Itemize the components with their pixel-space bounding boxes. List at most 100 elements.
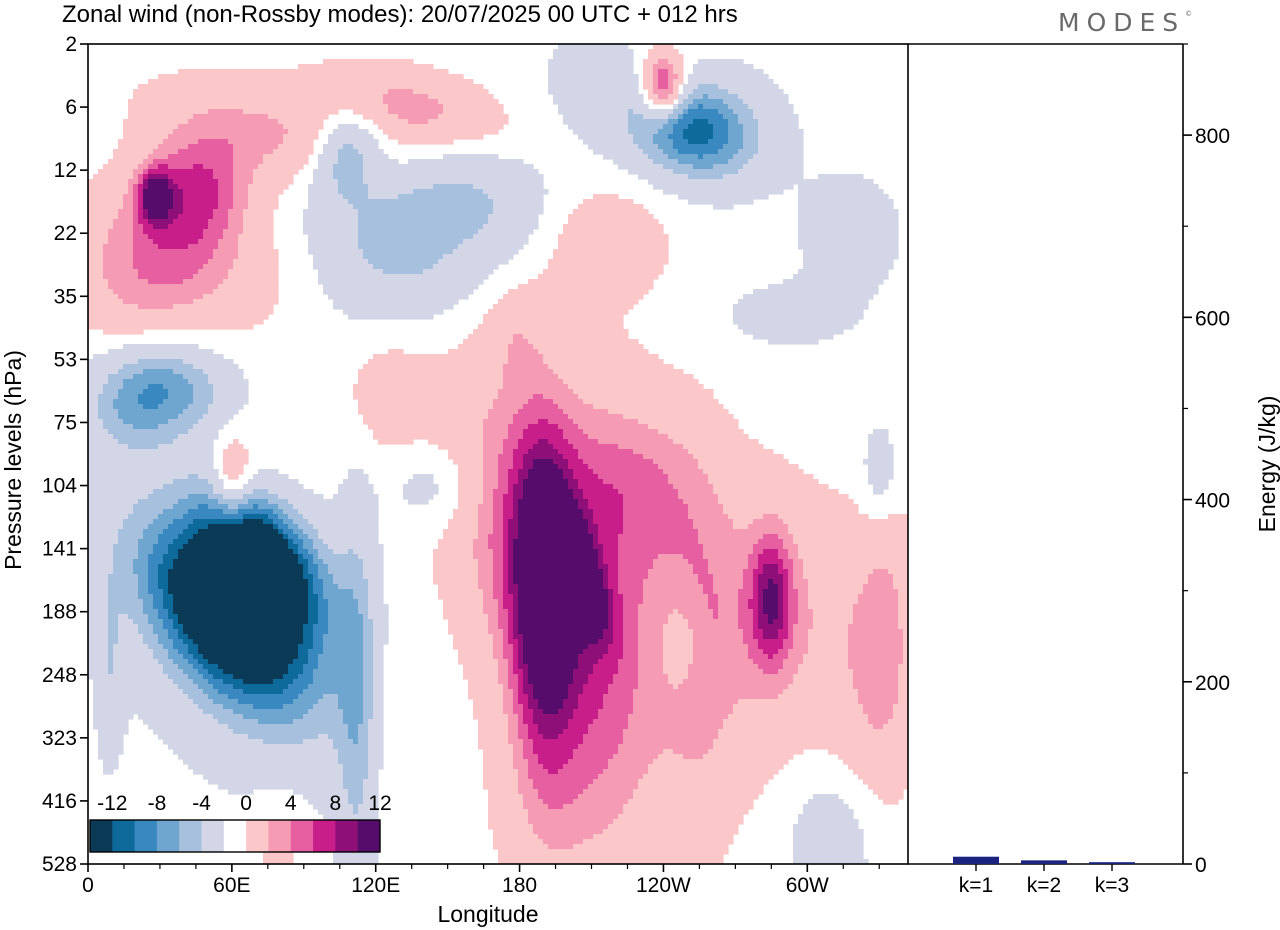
- heatmap-cell: [508, 484, 514, 490]
- heatmap-cell: [448, 624, 489, 630]
- heatmap-cell: [423, 269, 494, 275]
- heatmap-cell: [473, 699, 504, 705]
- heatmap-cell: [233, 439, 239, 445]
- heatmap-cell: [788, 604, 799, 610]
- heatmap-cell: [348, 794, 364, 800]
- heatmap-cell: [758, 589, 764, 595]
- heatmap-cell: [353, 549, 384, 555]
- heatmap-cell: [508, 619, 514, 625]
- heatmap-cell: [358, 809, 379, 815]
- heatmap-cell: [338, 699, 364, 705]
- heatmap-cell: [213, 249, 239, 255]
- heatmap-cell: [288, 544, 299, 550]
- heatmap-cell: [608, 574, 619, 580]
- heatmap-cell: [143, 609, 159, 615]
- heatmap-cell: [323, 144, 344, 150]
- heatmap-cell: [148, 569, 159, 575]
- heatmap-cell: [448, 619, 489, 625]
- heatmap-cell: [373, 624, 389, 630]
- heatmap-cell: [488, 624, 499, 630]
- heatmap-cell: [793, 579, 809, 585]
- energy-category-label: k=3: [1095, 874, 1129, 897]
- heatmap-cell: [893, 709, 909, 715]
- heatmap-cell: [528, 759, 539, 765]
- heatmap-cell: [868, 434, 889, 440]
- heatmap-cell: [233, 144, 279, 150]
- heatmap-cell: [308, 534, 319, 540]
- heatmap-cell: [503, 574, 509, 580]
- heatmap-cell: [88, 189, 129, 195]
- heatmap-cell: [193, 519, 244, 525]
- heatmap-cell: [313, 704, 339, 710]
- heatmap-cell: [368, 614, 389, 620]
- heatmap-cell: [118, 389, 144, 395]
- heatmap-cell: [218, 689, 244, 695]
- heatmap-cell: [338, 484, 374, 490]
- heatmap-cell: [178, 664, 194, 670]
- heatmap-cell: [503, 554, 509, 560]
- heatmap-cell: [468, 334, 514, 340]
- heatmap-cell: [138, 629, 154, 635]
- heatmap-cell: [453, 249, 519, 255]
- heatmap-cell: [558, 374, 694, 380]
- heatmap-cell: [498, 614, 509, 620]
- heatmap-cell: [183, 759, 339, 765]
- heatmap-cell: [98, 404, 114, 410]
- heatmap-cell: [323, 814, 379, 820]
- heatmap-cell: [168, 584, 309, 590]
- heatmap-cell: [513, 594, 519, 600]
- heatmap-cell: [493, 594, 504, 600]
- heatmap-cell: [343, 719, 364, 725]
- heatmap-cell: [518, 689, 524, 695]
- heatmap-cell: [133, 229, 144, 235]
- heatmap-cell: [543, 839, 584, 845]
- heatmap-cell: [618, 574, 649, 580]
- heatmap-cell: [808, 639, 849, 645]
- heatmap-cell: [593, 664, 619, 670]
- heatmap-cell: [298, 674, 314, 680]
- heatmap-cell: [683, 444, 764, 450]
- heatmap-cell: [318, 154, 339, 160]
- heatmap-cell: [623, 494, 679, 500]
- heatmap-cell: [798, 589, 809, 595]
- heatmap-cell: [898, 664, 909, 670]
- colorbar-label: -4: [192, 792, 211, 815]
- heatmap-cell: [508, 344, 534, 350]
- heatmap-cell: [518, 664, 529, 670]
- heatmap-cell: [668, 434, 749, 440]
- heatmap-cell: [893, 579, 909, 585]
- heatmap-cell: [588, 784, 639, 790]
- heatmap-cell: [183, 669, 199, 675]
- heatmap-cell: [508, 729, 519, 735]
- heatmap-cell: [608, 609, 614, 615]
- heatmap-cell: [148, 494, 189, 500]
- heatmap-cell: [508, 564, 514, 570]
- heatmap-cell: [583, 429, 659, 435]
- heatmap-cell: [168, 654, 184, 660]
- heatmap-cell: [738, 589, 754, 595]
- heatmap-cell: [188, 404, 209, 410]
- heatmap-cell: [113, 649, 154, 655]
- heatmap-cell: [793, 639, 809, 645]
- heatmap-cell: [693, 164, 714, 170]
- heatmap-cell: [663, 669, 689, 675]
- heatmap-cell: [143, 189, 174, 195]
- heatmap-cell: [528, 474, 564, 480]
- heatmap-cell: [508, 724, 519, 730]
- heatmap-cell: [623, 499, 684, 505]
- heatmap-cell: [758, 624, 784, 630]
- heatmap-cell: [778, 634, 789, 640]
- heatmap-cell: [318, 659, 364, 665]
- heatmap-cell: [173, 624, 184, 630]
- heatmap-cell: [173, 479, 209, 485]
- heatmap-cell: [608, 584, 619, 590]
- heatmap-cell: [233, 159, 264, 165]
- heatmap-cell: [193, 639, 304, 645]
- heatmap-cell: [788, 619, 799, 625]
- heatmap-cell: [758, 619, 769, 625]
- heatmap-cell: [718, 599, 739, 605]
- heatmap-cell: [713, 609, 719, 615]
- heatmap-cell: [708, 139, 729, 145]
- heatmap-cell: [708, 474, 814, 480]
- heatmap-cell: [498, 599, 504, 605]
